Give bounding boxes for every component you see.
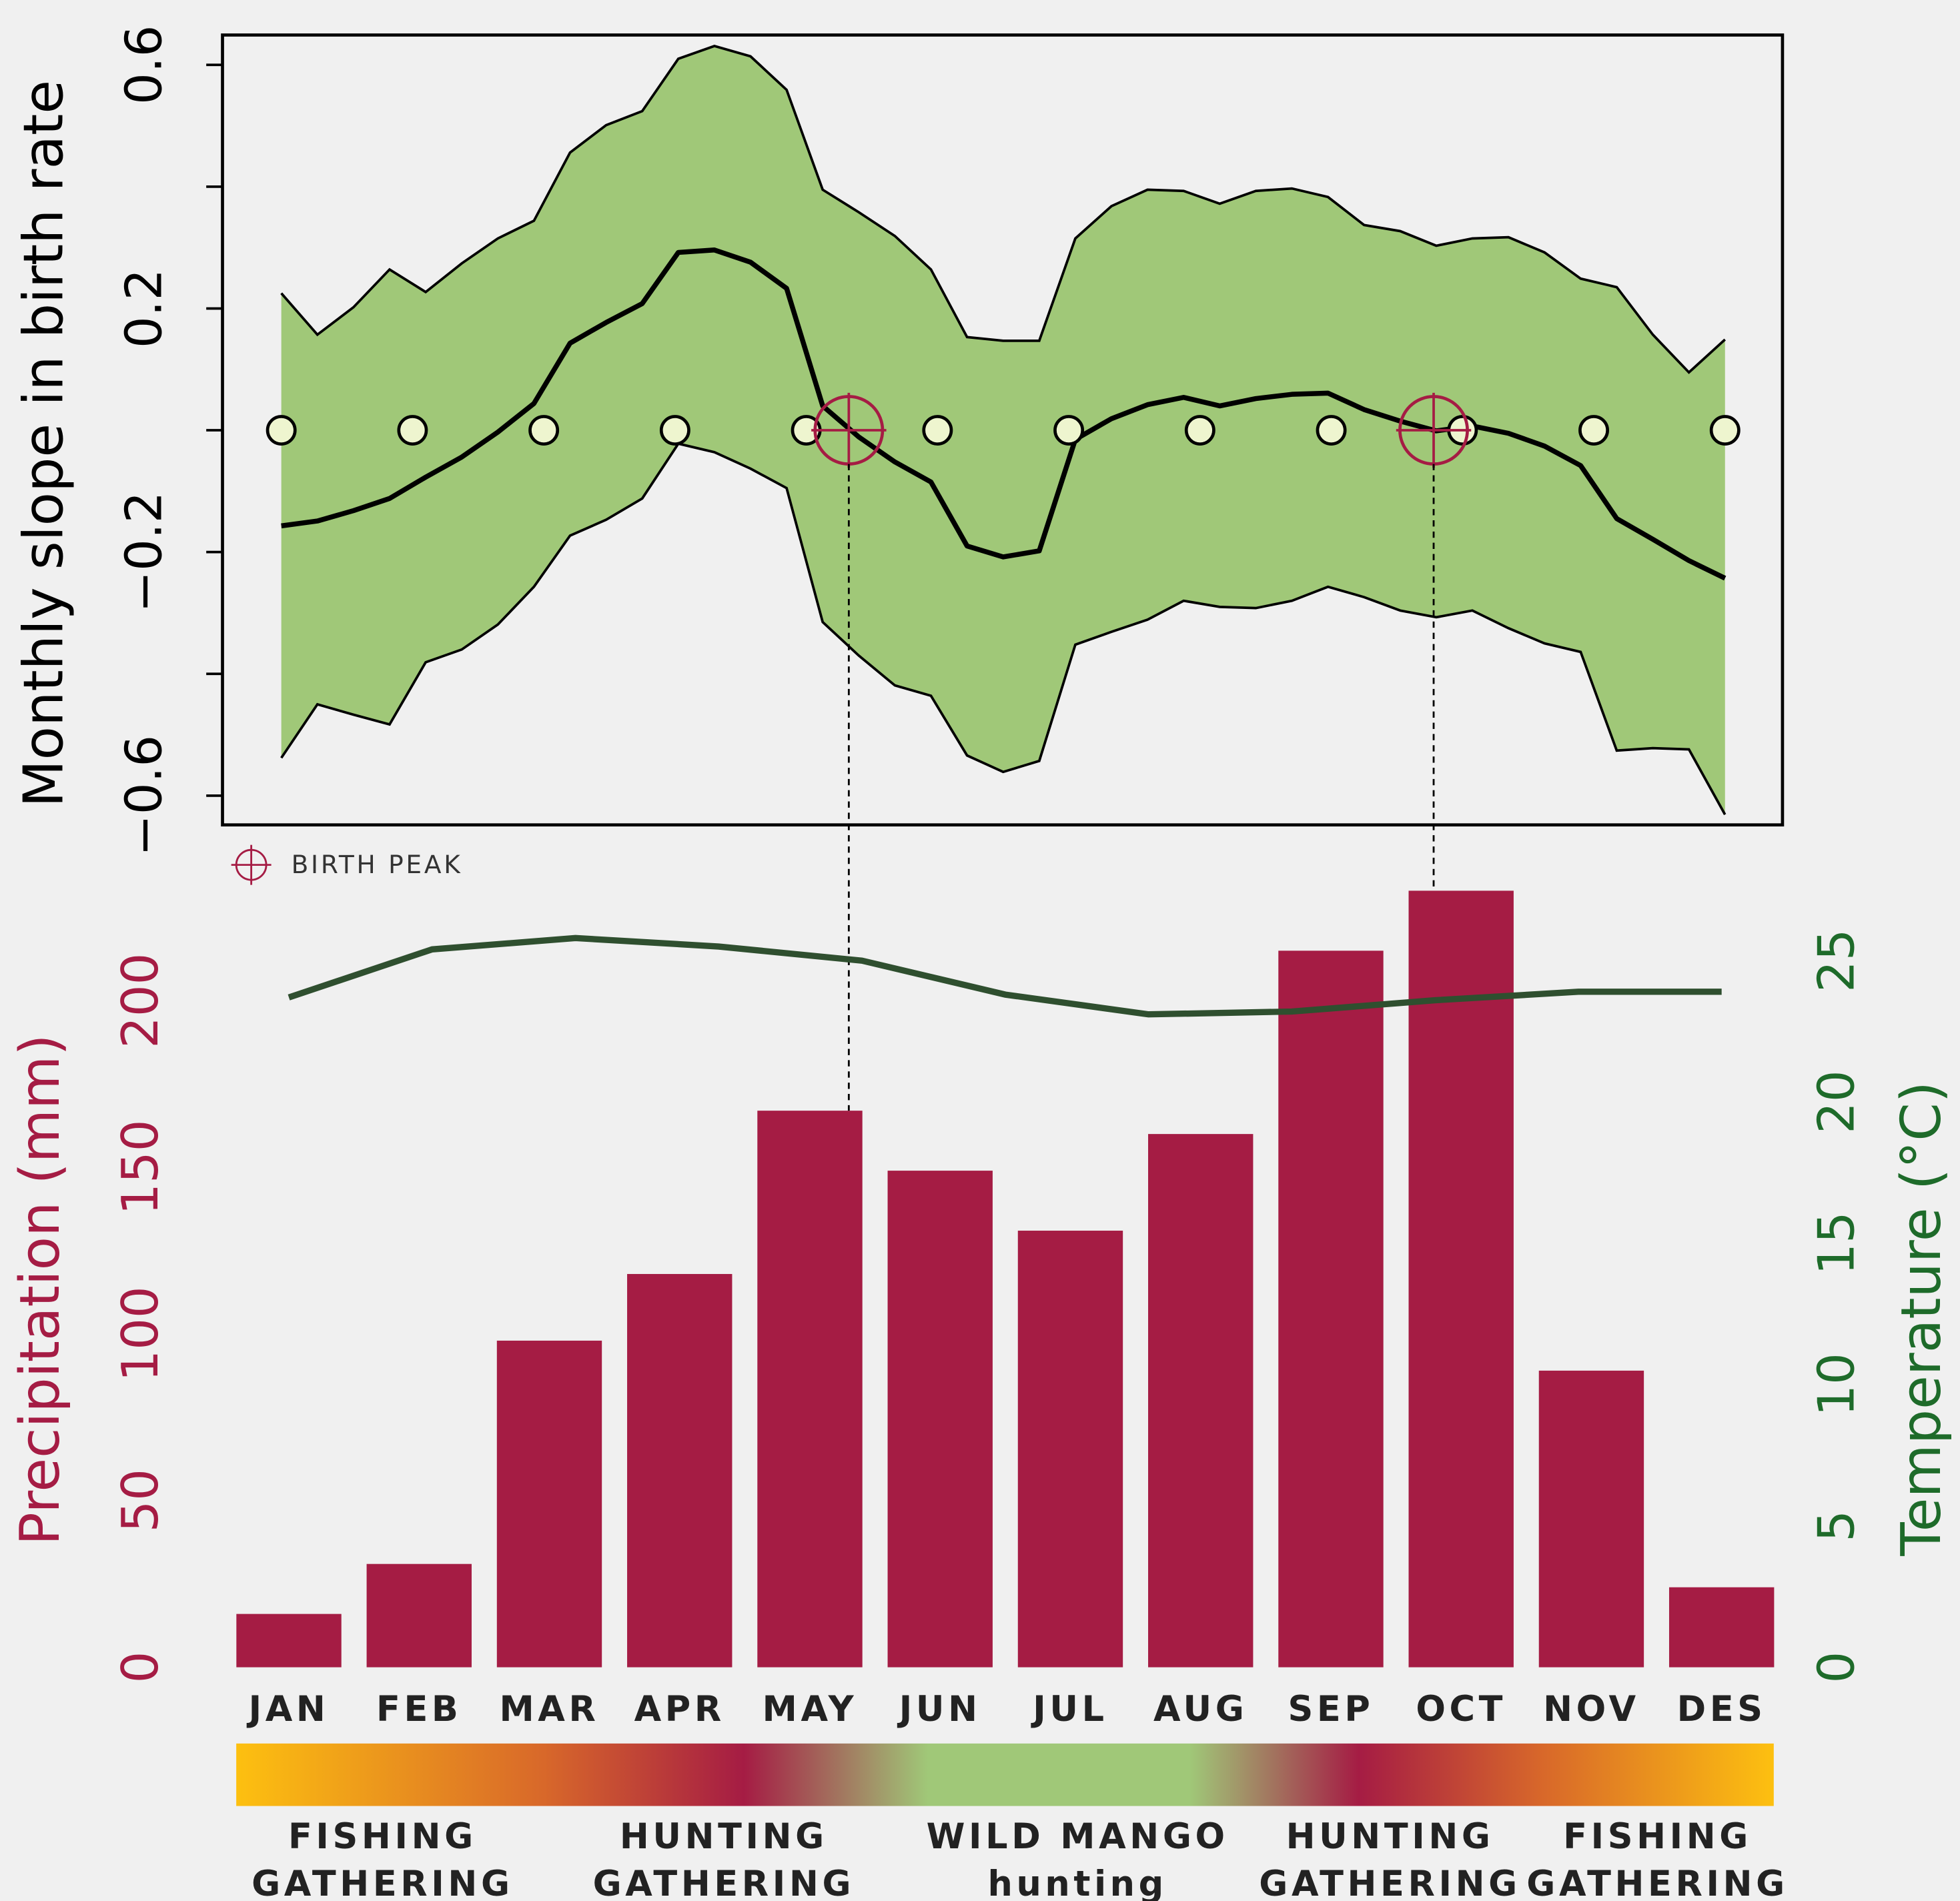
y-tick-label: −0.2 xyxy=(115,492,173,613)
y-tick-label: 50 xyxy=(111,1469,169,1532)
y-tick-label: 0.6 xyxy=(115,25,173,105)
y-axis-label: Monthly slope in birth rate xyxy=(12,80,76,808)
y-tick-label: 150 xyxy=(111,1120,169,1215)
bar xyxy=(1408,890,1514,1668)
upper-bound xyxy=(280,44,1727,374)
x-tick-label: APR xyxy=(634,1689,725,1730)
y2-tick-label: 0 xyxy=(1807,1652,1866,1684)
y-axis-label: Precipitation (mm) xyxy=(8,1035,72,1545)
season-label: WILD MANGO xyxy=(927,1816,1229,1857)
x-tick-label: MAY xyxy=(763,1689,858,1730)
legend-label: BIRTH PEAK xyxy=(292,850,463,879)
month-circle xyxy=(659,415,690,446)
y-tick-label: −0.6 xyxy=(115,735,173,856)
temperature-line xyxy=(288,934,1722,1018)
x-tick-label: JUL xyxy=(1031,1689,1107,1730)
season-label: HUNTING xyxy=(620,1816,828,1857)
month-circle xyxy=(1316,415,1347,446)
month-circle xyxy=(1053,415,1085,446)
y-tick-label: 100 xyxy=(111,1286,169,1381)
bar xyxy=(1668,1587,1775,1668)
season-label: FISHING xyxy=(1563,1816,1752,1857)
month-circle xyxy=(528,415,560,446)
season-gradient xyxy=(236,1743,1774,1806)
bar xyxy=(1538,1370,1644,1668)
season-label: GATHERING xyxy=(252,1864,514,1901)
y2-tick-label: 25 xyxy=(1807,929,1866,993)
x-tick-label: SEP xyxy=(1288,1689,1374,1730)
season-label: GATHERING xyxy=(593,1864,855,1901)
month-circle xyxy=(266,415,297,446)
y-tick-label: 200 xyxy=(111,953,169,1049)
y-tick-label: 0.2 xyxy=(115,269,173,348)
x-tick-label: NOV xyxy=(1543,1689,1640,1730)
season-label: FISHING xyxy=(288,1816,477,1857)
bar xyxy=(496,1340,602,1668)
x-tick-label: AUG xyxy=(1153,1689,1248,1730)
month-circle xyxy=(922,415,953,446)
bar xyxy=(1148,1134,1254,1668)
bar xyxy=(1017,1231,1123,1668)
x-tick-label: FEB xyxy=(376,1689,462,1730)
x-tick-label: DES xyxy=(1677,1689,1767,1730)
y2-tick-label: 5 xyxy=(1807,1510,1866,1542)
bar xyxy=(236,1614,342,1668)
x-tick-label: OCT xyxy=(1416,1689,1506,1730)
confidence-band xyxy=(281,45,1725,815)
lower-bound xyxy=(280,442,1727,816)
season-label: GATHERING xyxy=(1259,1864,1521,1901)
y2-tick-label: 15 xyxy=(1807,1211,1866,1275)
month-circle xyxy=(1578,415,1609,446)
bar xyxy=(757,1111,863,1668)
y2-tick-label: 20 xyxy=(1807,1070,1866,1133)
month-circle xyxy=(1709,415,1741,446)
x-tick-label: JAN xyxy=(247,1689,330,1730)
x-tick-label: JUN xyxy=(897,1689,981,1730)
mean-line xyxy=(281,247,1727,581)
bar xyxy=(366,1563,472,1668)
month-circle xyxy=(397,415,428,446)
y-tick-label: 0 xyxy=(111,1652,169,1684)
y2-axis-label: Temperature (°C) xyxy=(1889,1081,1953,1557)
bar xyxy=(887,1171,993,1668)
season-label: hunting xyxy=(987,1864,1167,1901)
bar xyxy=(1278,951,1384,1668)
bar xyxy=(627,1273,732,1668)
x-tick-label: MAR xyxy=(499,1689,599,1730)
y2-tick-label: 10 xyxy=(1807,1353,1866,1416)
season-label: GATHERING xyxy=(1526,1864,1789,1901)
season-label: HUNTING xyxy=(1286,1816,1494,1857)
month-circle xyxy=(1184,415,1215,446)
